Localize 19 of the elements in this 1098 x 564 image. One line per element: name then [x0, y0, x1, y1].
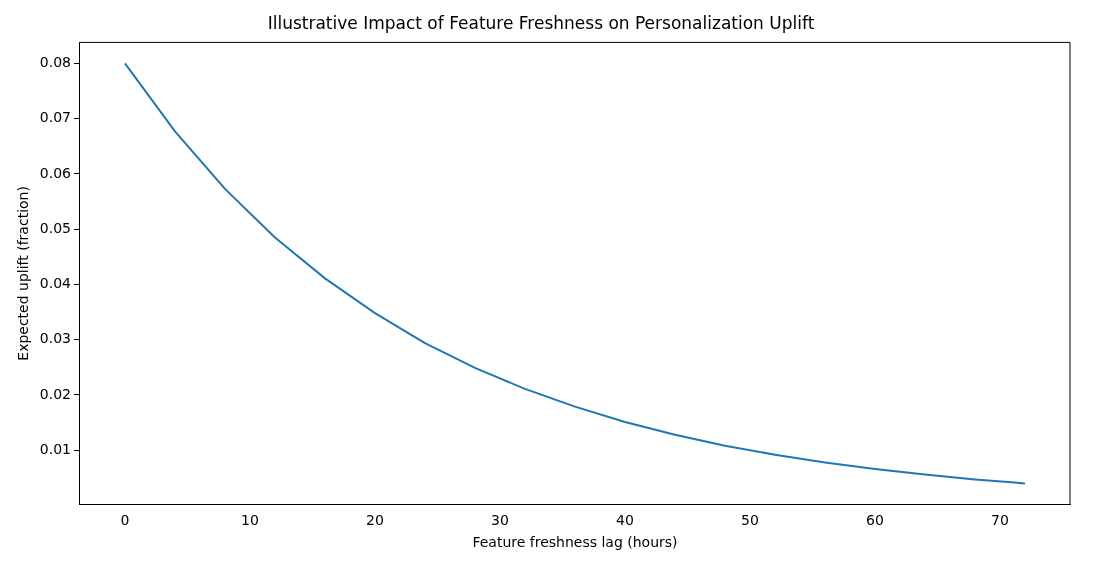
- chart-title: Illustrative Impact of Feature Freshness on Personalization Uplift: [267, 12, 815, 33]
- x-tick-label: 10: [241, 512, 259, 529]
- x-tick-label: 40: [616, 512, 634, 529]
- y-tick-label: 0.02: [39, 385, 71, 402]
- y-tick-label: 0.04: [39, 275, 72, 292]
- y-tick-label: 0.06: [39, 164, 72, 181]
- y-axis-title: Expected uplift (fraction): [15, 186, 32, 361]
- x-tick-label: 30: [491, 512, 509, 529]
- y-tick-label: 0.01: [39, 440, 71, 457]
- y-tick-label: 0.05: [39, 219, 71, 236]
- x-tick-label: 50: [741, 512, 759, 529]
- x-tick-label: 60: [866, 512, 884, 529]
- y-tick-label: 0.08: [39, 54, 71, 71]
- x-tick-label: 70: [991, 512, 1009, 529]
- x-tick-label: 20: [366, 512, 384, 529]
- x-axis-title: Feature freshness lag (hours): [472, 534, 678, 551]
- y-tick-label: 0.07: [39, 109, 71, 126]
- y-tick-label: 0.03: [39, 330, 71, 347]
- x-tick-label: 0: [120, 512, 130, 529]
